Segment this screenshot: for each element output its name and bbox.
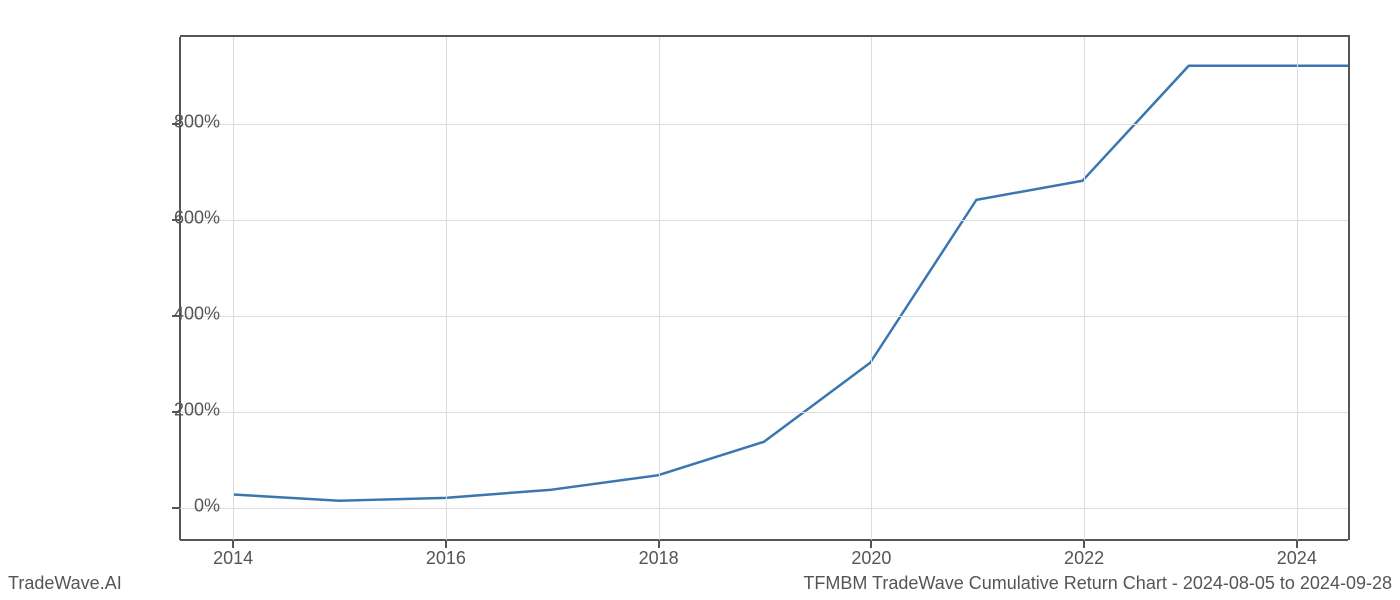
gridline-vertical	[1084, 37, 1085, 540]
x-axis-label: 2024	[1277, 548, 1317, 569]
chart-container	[180, 35, 1350, 540]
x-tick	[232, 540, 234, 548]
x-axis-label: 2018	[639, 548, 679, 569]
gridline-horizontal	[180, 508, 1348, 509]
gridline-vertical	[659, 37, 660, 540]
gridline-horizontal	[180, 124, 1348, 125]
gridline-vertical	[446, 37, 447, 540]
x-tick	[445, 540, 447, 548]
footer-brand: TradeWave.AI	[8, 573, 122, 594]
gridline-horizontal	[180, 412, 1348, 413]
gridline-horizontal	[180, 220, 1348, 221]
y-axis-label: 400%	[160, 303, 220, 324]
x-tick	[1083, 540, 1085, 548]
x-tick	[870, 540, 872, 548]
x-axis-label: 2020	[851, 548, 891, 569]
y-axis-label: 600%	[160, 207, 220, 228]
line-series	[180, 37, 1348, 540]
plot-area	[180, 35, 1350, 540]
gridline-vertical	[233, 37, 234, 540]
gridline-vertical	[1297, 37, 1298, 540]
y-axis-label: 200%	[160, 400, 220, 421]
return-line	[233, 66, 1348, 501]
x-tick	[1296, 540, 1298, 548]
footer-caption: TFMBM TradeWave Cumulative Return Chart …	[803, 573, 1392, 594]
y-axis-label: 0%	[160, 496, 220, 517]
x-axis-label: 2016	[426, 548, 466, 569]
x-axis-label: 2022	[1064, 548, 1104, 569]
gridline-horizontal	[180, 316, 1348, 317]
x-tick	[658, 540, 660, 548]
x-axis-label: 2014	[213, 548, 253, 569]
gridline-vertical	[871, 37, 872, 540]
y-axis-label: 800%	[160, 111, 220, 132]
